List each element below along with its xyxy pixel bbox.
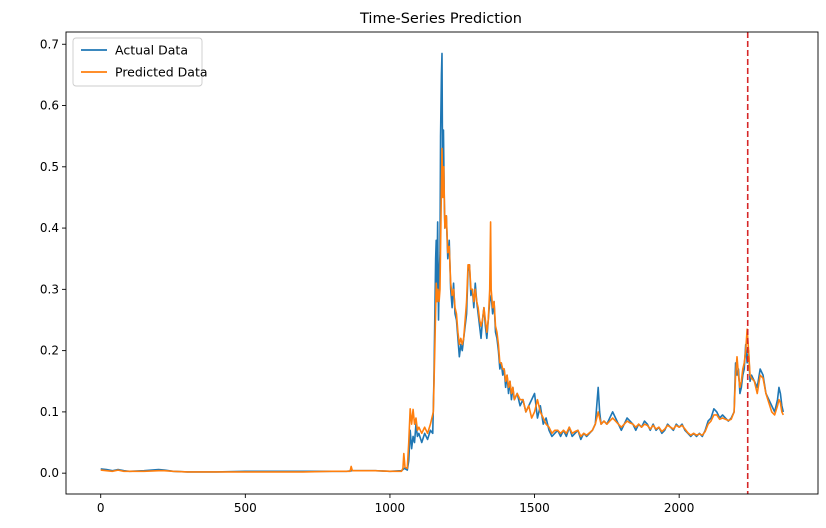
y-tick-label: 0.5 <box>40 160 59 174</box>
x-tick-label: 0 <box>97 501 105 515</box>
y-axis: 0.0 0.1 0.2 0.3 0.4 0.5 0.6 0.7 <box>40 37 66 480</box>
x-tick-label: 2000 <box>664 501 695 515</box>
legend-label-actual: Actual Data <box>115 43 188 58</box>
series-line-actual <box>100 52 785 473</box>
chart-title: Time-Series Prediction <box>359 11 522 27</box>
series-line-predicted <box>100 147 785 473</box>
y-tick-label: 0.6 <box>40 99 59 113</box>
y-tick-label: 0.7 <box>40 37 59 51</box>
x-tick-label: 1500 <box>519 501 550 515</box>
y-tick-label: 0.0 <box>40 466 59 480</box>
x-tick-label: 500 <box>234 501 257 515</box>
series-layer <box>100 52 785 473</box>
y-tick-label: 0.2 <box>40 344 59 358</box>
legend-label-predicted: Predicted Data <box>115 65 208 80</box>
axes-frame <box>65 31 819 495</box>
y-tick-label: 0.1 <box>40 405 59 419</box>
y-tick-label: 0.4 <box>40 221 59 235</box>
y-tick-label: 0.3 <box>40 282 59 296</box>
x-axis: 0 500 1000 1500 2000 <box>97 494 695 515</box>
legend: Actual Data Predicted Data <box>72 37 208 87</box>
x-tick-label: 1000 <box>375 501 406 515</box>
